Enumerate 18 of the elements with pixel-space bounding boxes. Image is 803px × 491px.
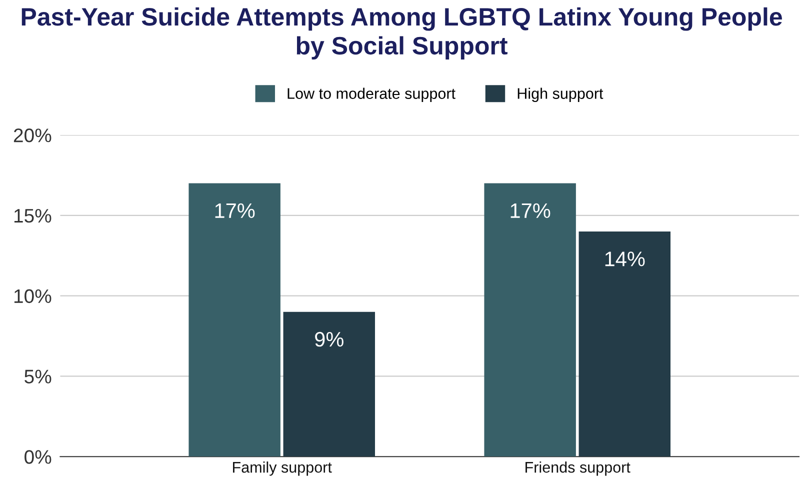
y-tick-label: 15%	[14, 208, 52, 223]
data-label: 14%	[605, 252, 645, 266]
y-tick-label: 20%	[14, 128, 52, 142]
y-tick-label: 10%	[14, 289, 52, 304]
bar	[484, 183, 576, 457]
legend-label: High support	[518, 88, 604, 102]
data-label: 9%	[315, 332, 344, 347]
x-tick-label: Friends support	[526, 461, 630, 476]
bar	[578, 232, 670, 457]
data-label: 17%	[215, 203, 255, 218]
data-label: 17%	[510, 203, 550, 218]
x-tick-label: Family support	[233, 461, 332, 476]
bar	[188, 183, 280, 457]
legend-label: Low to moderate support	[288, 88, 456, 102]
y-tick-label: 0%	[24, 450, 52, 464]
chart-title: Past-Year Suicide Attempts Among LGBTQ Latinx Young People by Social Support	[22, 7, 782, 60]
bar	[283, 312, 375, 457]
y-tick-label: 5%	[24, 370, 52, 384]
